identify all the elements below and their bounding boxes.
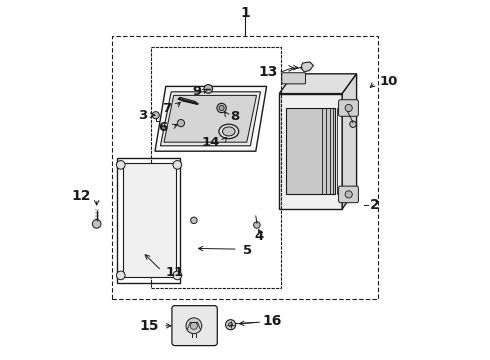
FancyBboxPatch shape [339, 100, 358, 116]
Circle shape [186, 318, 202, 334]
FancyBboxPatch shape [282, 73, 305, 84]
Text: 7: 7 [162, 102, 171, 114]
Text: 9: 9 [193, 85, 202, 98]
Circle shape [173, 271, 182, 280]
Text: 13: 13 [259, 65, 278, 79]
Polygon shape [279, 74, 357, 94]
Circle shape [204, 85, 213, 93]
Circle shape [177, 120, 185, 127]
Circle shape [345, 191, 352, 198]
Ellipse shape [219, 124, 239, 139]
Text: 15: 15 [140, 319, 159, 333]
FancyBboxPatch shape [339, 186, 358, 203]
Polygon shape [164, 95, 257, 142]
Text: 10: 10 [380, 75, 398, 87]
Polygon shape [279, 94, 342, 209]
Polygon shape [160, 92, 261, 146]
Polygon shape [155, 86, 267, 151]
Ellipse shape [222, 127, 235, 136]
Text: 11: 11 [166, 266, 184, 279]
Circle shape [219, 105, 224, 111]
Circle shape [191, 217, 197, 224]
Text: 12: 12 [72, 189, 91, 203]
Text: 8: 8 [230, 110, 239, 123]
Circle shape [173, 161, 182, 169]
Polygon shape [342, 74, 357, 209]
Circle shape [350, 121, 356, 127]
Text: 6: 6 [158, 121, 168, 134]
Text: 4: 4 [255, 230, 264, 243]
Text: 14: 14 [201, 136, 220, 149]
FancyBboxPatch shape [172, 306, 217, 346]
Circle shape [152, 112, 159, 119]
Text: 5: 5 [243, 244, 252, 257]
Bar [112, 36, 378, 299]
Text: 16: 16 [262, 314, 282, 328]
Polygon shape [122, 163, 175, 277]
Bar [286, 108, 335, 194]
Text: 1: 1 [240, 6, 250, 19]
Circle shape [217, 103, 226, 113]
Circle shape [228, 323, 233, 327]
Circle shape [117, 271, 125, 280]
Circle shape [117, 161, 125, 169]
Text: 2: 2 [370, 198, 380, 212]
Circle shape [225, 320, 236, 330]
Circle shape [190, 322, 197, 329]
Text: 3: 3 [138, 109, 147, 122]
Circle shape [345, 104, 352, 112]
Circle shape [92, 220, 101, 228]
Circle shape [254, 222, 260, 228]
Polygon shape [179, 97, 197, 104]
Polygon shape [301, 62, 314, 72]
